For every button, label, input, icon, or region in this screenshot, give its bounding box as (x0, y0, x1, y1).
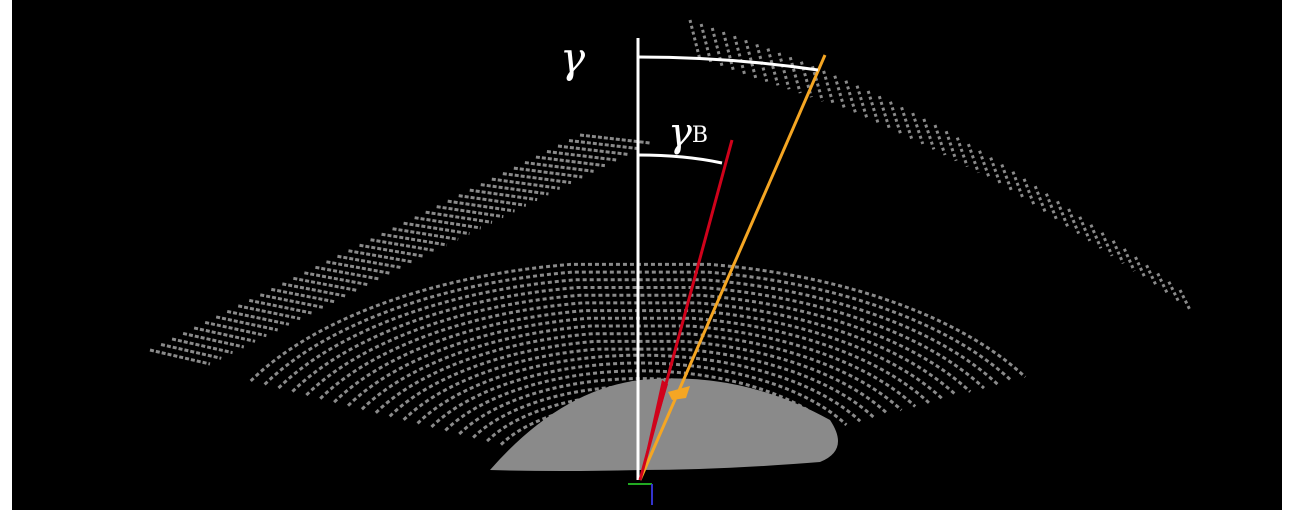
gamma-b-symbol: γ (668, 110, 692, 156)
gamma-b-subscript: B (692, 123, 708, 148)
point-cloud-figure: γ γB (0, 0, 1296, 513)
gamma-label: γ (560, 33, 586, 82)
